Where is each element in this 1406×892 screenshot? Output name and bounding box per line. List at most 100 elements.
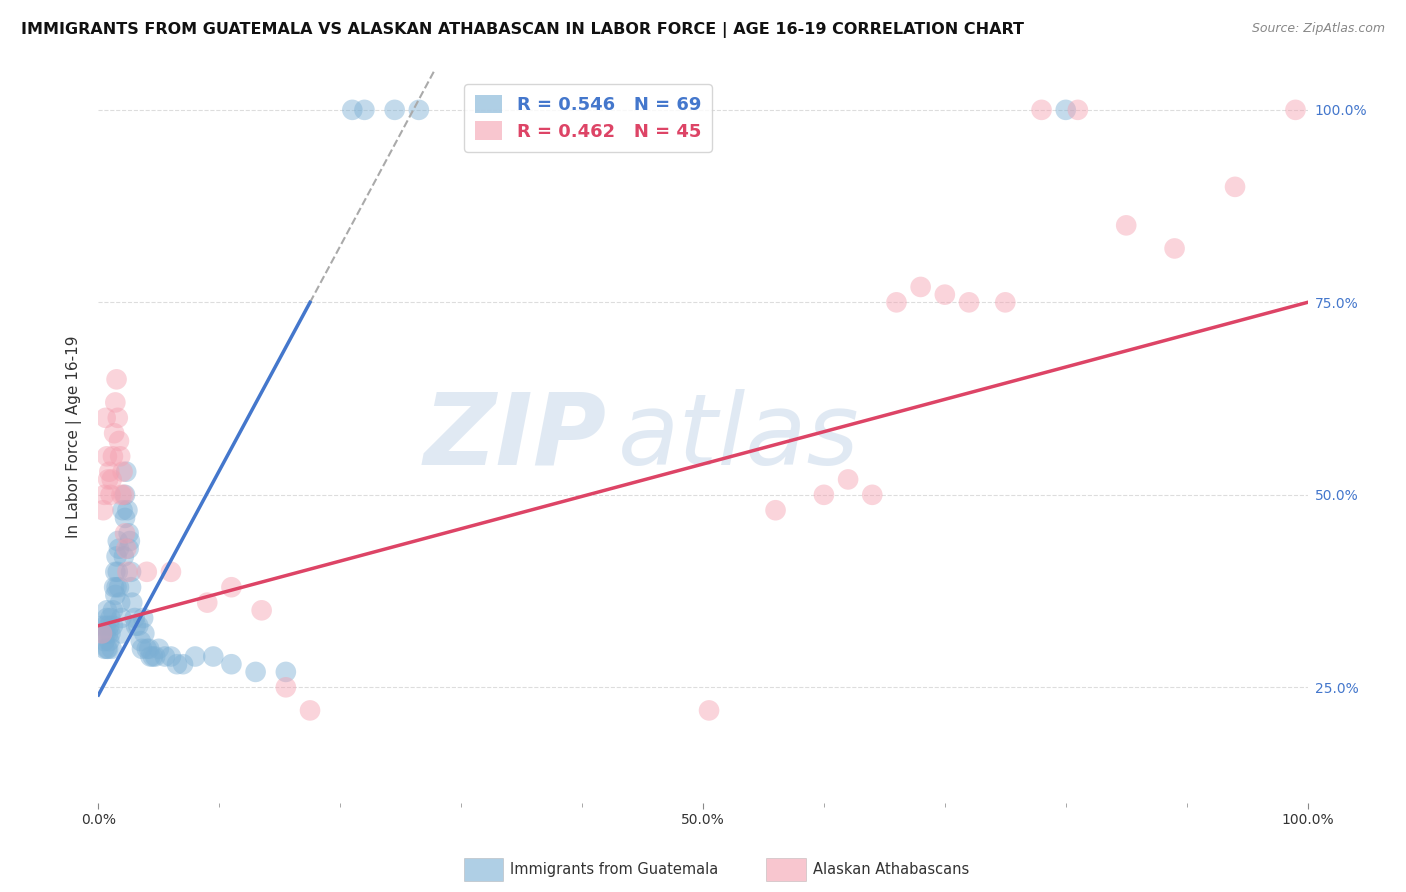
Point: [1284, 103, 1306, 117]
Point: [110, 611, 132, 625]
Point: [195, 596, 218, 610]
Point: [139, 649, 162, 664]
Point: [96, 603, 118, 617]
Point: [134, 626, 156, 640]
Point: [94, 410, 117, 425]
Point: [104, 565, 127, 579]
Point: [135, 641, 157, 656]
Point: [250, 603, 273, 617]
Point: [131, 641, 153, 656]
Point: [127, 618, 149, 632]
Point: [93, 634, 115, 648]
Point: [299, 703, 322, 717]
Point: [108, 541, 131, 556]
Point: [96, 641, 118, 656]
Point: [103, 580, 125, 594]
Point: [103, 426, 125, 441]
Point: [110, 488, 132, 502]
Point: [1223, 179, 1246, 194]
Point: [994, 295, 1017, 310]
Point: [91, 618, 114, 632]
Point: [172, 657, 194, 672]
Point: [114, 526, 136, 541]
Point: [112, 549, 135, 564]
Point: [160, 565, 183, 579]
Point: [100, 472, 122, 486]
Point: [96, 450, 118, 464]
Point: [98, 618, 121, 632]
Point: [107, 410, 129, 425]
Point: [111, 465, 134, 479]
Point: [221, 580, 243, 594]
Point: [101, 450, 124, 464]
Point: [115, 465, 138, 479]
Point: [91, 503, 114, 517]
Text: Alaskan Athabascans: Alaskan Athabascans: [813, 863, 969, 877]
Point: [138, 641, 160, 656]
Point: [860, 488, 883, 502]
Point: [957, 295, 980, 310]
Point: [100, 641, 122, 656]
Point: [148, 641, 170, 656]
Point: [108, 580, 131, 594]
Text: Immigrants from Guatemala: Immigrants from Guatemala: [510, 863, 718, 877]
Point: [105, 372, 128, 386]
Point: [105, 549, 128, 564]
Point: [100, 611, 122, 625]
Text: ZIP: ZIP: [423, 389, 606, 485]
Point: [1067, 103, 1090, 117]
Point: [98, 634, 121, 648]
Point: [1054, 103, 1077, 117]
Point: [97, 472, 120, 486]
Point: [110, 626, 132, 640]
Point: [111, 503, 134, 517]
Point: [143, 649, 166, 664]
Point: [166, 657, 188, 672]
Point: [94, 626, 117, 640]
Point: [132, 611, 155, 625]
Point: [202, 649, 225, 664]
Text: Source: ZipAtlas.com: Source: ZipAtlas.com: [1251, 22, 1385, 36]
Point: [353, 103, 375, 117]
Point: [125, 618, 148, 632]
Point: [153, 649, 176, 664]
Point: [120, 580, 142, 594]
Point: [98, 465, 121, 479]
Point: [135, 565, 157, 579]
Point: [97, 626, 120, 640]
Point: [100, 626, 122, 640]
Point: [118, 534, 141, 549]
Point: [101, 603, 124, 617]
Point: [221, 657, 243, 672]
Point: [118, 541, 141, 556]
Point: [245, 665, 267, 679]
Point: [408, 103, 430, 117]
Point: [1163, 242, 1185, 256]
Point: [104, 588, 127, 602]
Point: [837, 472, 859, 486]
Point: [107, 534, 129, 549]
Point: [108, 596, 131, 610]
Point: [765, 503, 787, 517]
Point: [104, 395, 127, 409]
Point: [121, 596, 143, 610]
Point: [108, 434, 131, 448]
Point: [114, 488, 136, 502]
Point: [274, 665, 297, 679]
Point: [697, 703, 720, 717]
Point: [184, 649, 207, 664]
Point: [100, 488, 122, 502]
Point: [120, 565, 142, 579]
Point: [813, 488, 835, 502]
Point: [1115, 219, 1137, 233]
Point: [93, 641, 115, 656]
Legend: R = 0.546   N = 69, R = 0.462   N = 45: R = 0.546 N = 69, R = 0.462 N = 45: [464, 84, 711, 152]
Point: [342, 103, 364, 117]
Text: IMMIGRANTS FROM GUATEMALA VS ALASKAN ATHABASCAN IN LABOR FORCE | AGE 16-19 CORRE: IMMIGRANTS FROM GUATEMALA VS ALASKAN ATH…: [21, 22, 1024, 38]
Point: [384, 103, 406, 117]
Point: [1031, 103, 1053, 117]
Point: [142, 649, 165, 664]
Point: [124, 611, 146, 625]
Point: [101, 618, 124, 632]
Point: [93, 488, 115, 502]
